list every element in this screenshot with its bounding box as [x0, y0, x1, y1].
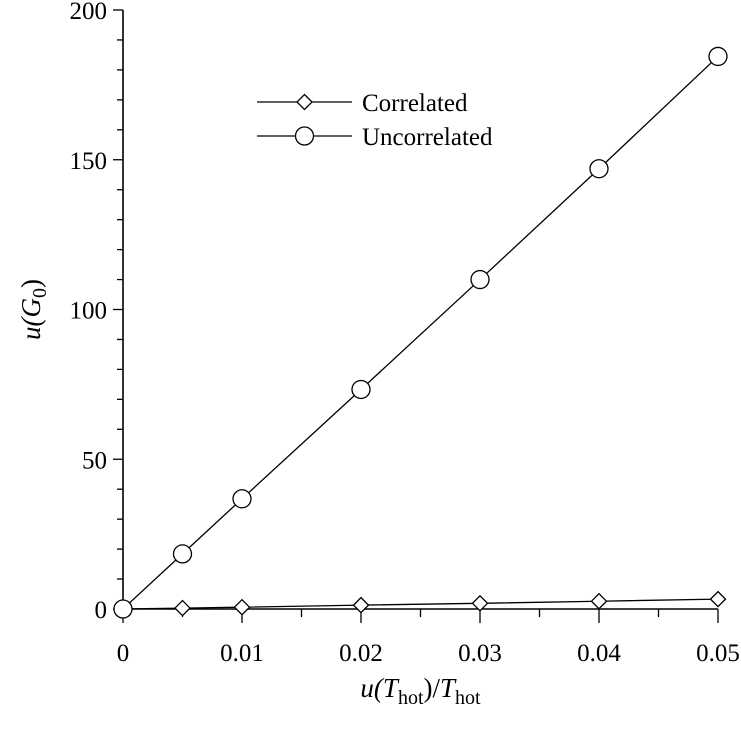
x-label-var2: T	[440, 673, 457, 703]
circle-marker	[172, 544, 193, 564]
x-label-sub2: hot	[455, 687, 481, 709]
x-tick-label: 0.01	[220, 640, 264, 667]
y-tick-label: 0	[95, 597, 108, 624]
x-tick-label: 0.03	[458, 640, 502, 667]
y-tick-label: 200	[70, 0, 108, 25]
x-label-prefix: u(	[360, 673, 385, 703]
y-axis-label: u(G0)	[16, 279, 51, 340]
legend-item: Uncorrelated	[257, 124, 493, 151]
x-tick-label: 0	[117, 640, 130, 667]
circle-marker	[708, 46, 728, 67]
legend-item: Correlated	[257, 90, 468, 117]
y-label-var: G	[16, 298, 46, 318]
series	[113, 46, 728, 619]
circle-marker	[589, 159, 609, 179]
y-tick-label: 50	[82, 447, 107, 474]
diamond-marker	[590, 592, 608, 610]
circle-marker	[470, 269, 490, 290]
legend-circle-marker	[294, 126, 315, 146]
series-line	[122, 598, 719, 610]
x-label-var: T	[383, 673, 400, 703]
y-label-sub: 0	[29, 288, 51, 298]
series-uncorrelated	[113, 46, 728, 619]
legend-diamond-marker	[296, 93, 313, 111]
legend: Correlated Uncorrelated	[257, 90, 493, 151]
x-tick-label: 0.05	[696, 640, 740, 667]
legend-label: Correlated	[362, 90, 468, 117]
x-tick-label: 0.02	[339, 640, 383, 667]
tick-labels: 0 50 100 150 200 0 0.01 0.02 0.03 0.04 0.05	[70, 0, 740, 667]
y-tick-label: 150	[70, 148, 108, 175]
diamond-marker	[709, 590, 727, 608]
x-axis-label: u(Thot)/Thot	[360, 673, 481, 709]
legend-label: Uncorrelated	[362, 124, 493, 151]
diamond-marker	[471, 594, 489, 612]
circle-marker	[232, 489, 252, 509]
diamond-marker	[233, 598, 251, 616]
diamond-marker	[352, 596, 370, 614]
circle-marker	[113, 599, 133, 619]
x-label-sub: hot	[398, 687, 424, 709]
series-correlated	[114, 590, 727, 618]
circle-marker	[351, 379, 371, 400]
y-label-prefix: u(	[16, 316, 46, 341]
x-tick-label: 0.04	[577, 640, 621, 667]
y-label-suffix: )	[16, 279, 46, 288]
y-tick-label: 100	[70, 298, 108, 325]
x-label-mid: )/	[424, 673, 441, 703]
diamond-marker	[174, 599, 191, 617]
